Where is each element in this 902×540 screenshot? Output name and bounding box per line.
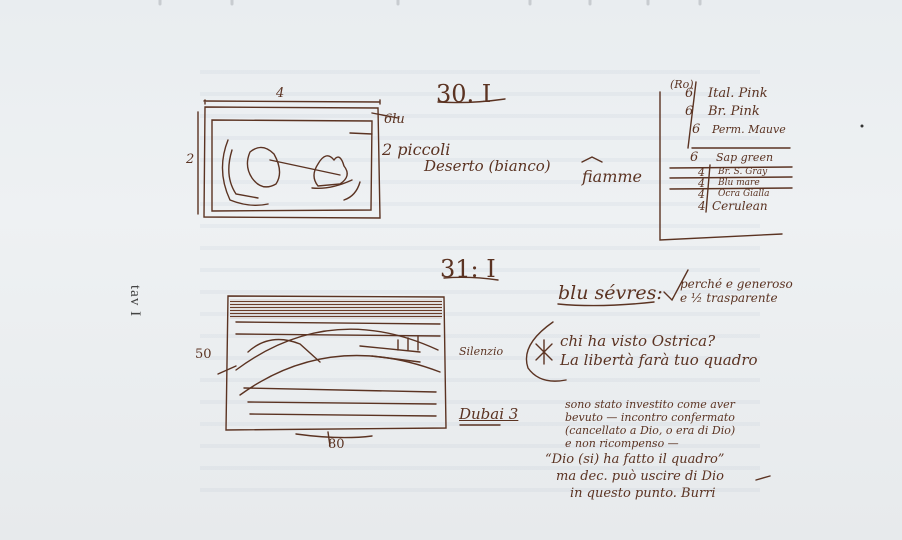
top-note-3: fiamme [582, 167, 643, 186]
quote-line-1: “Dio (si) ha fatto il quadro” [545, 452, 725, 467]
top-frame-sketch [197, 99, 399, 219]
bottom-frame-sketch [217, 295, 447, 447]
top-frame-width: 4 [276, 86, 285, 101]
paragraph-line-1: sono stato investito come aver [565, 398, 735, 411]
quote-line-2: ma dec. può uscire di Dio [556, 469, 724, 484]
top-note-1: 2 piccoli [382, 140, 451, 159]
paragraph-line-2: bevuto — incontro confermato [565, 411, 735, 424]
quote-line-3: in questo punto. Burri [570, 486, 716, 501]
color-table-header: (Ro) [670, 78, 694, 91]
color-name-7: Ocra Gialla [718, 189, 770, 199]
top-frame-height: 2 [186, 152, 195, 167]
color-qty-3: 6 [692, 122, 701, 137]
top-note-2: Deserto (bianco) [424, 157, 551, 175]
color-qty-5: 4 [698, 166, 705, 179]
bleed-through-text [200, 70, 760, 500]
question-line-1: chi ha visto Ostrica? [560, 332, 716, 350]
label-silenzio: Silenzio [459, 345, 504, 358]
binding-stitches [158, 0, 702, 6]
paragraph-line-3: (cancellato a Dio, o era di Dio) [565, 424, 736, 437]
label-dubai: Dubai 3 [459, 405, 519, 423]
color-name-3: Perm. Mauve [712, 123, 786, 136]
question-line-2: La libertà farà tuo quadro [560, 351, 758, 369]
color-qty-6: 4 [698, 177, 705, 190]
color-name-8: Cerulean [712, 199, 768, 213]
title-note: blu sévres: [558, 282, 663, 304]
color-qty-8: 4 [698, 199, 706, 213]
color-qty-2: 6 [685, 104, 694, 119]
color-qty-1: 6 [685, 86, 694, 101]
color-table-lines [659, 81, 793, 241]
color-name-2: Br. Pink [708, 104, 760, 119]
color-name-1: Ital. Pink [708, 86, 768, 101]
top-date: 30. I [436, 80, 492, 108]
color-name-5: Br. S. Gray [718, 167, 768, 177]
color-qty-7: 4 [698, 188, 705, 201]
paragraph-line-4: e non ricompenso — [565, 437, 679, 450]
bottom-frame-height: 50 [195, 347, 212, 362]
bottom-frame-width: 80 [328, 437, 345, 452]
color-name-6: Blu mare [718, 178, 760, 188]
color-qty-4: 6 [690, 150, 699, 165]
color-name-4: Sap green [716, 151, 774, 164]
title-note-after: perché e generoso e ½ trasparente [680, 277, 793, 305]
